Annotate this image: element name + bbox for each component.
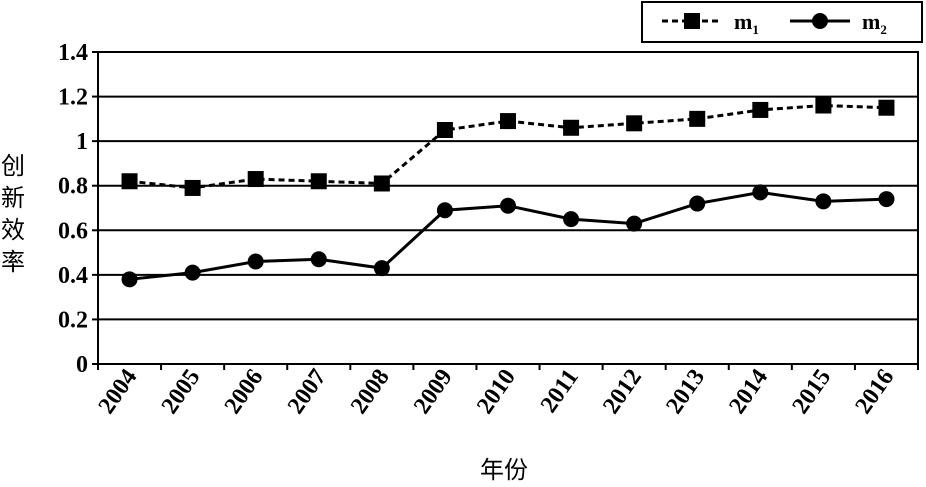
data-point-m2 <box>373 260 390 277</box>
y-tick-label: 0.8 <box>58 174 88 200</box>
x-tick-label: 2005 <box>157 365 206 419</box>
series-group <box>121 97 895 288</box>
y-tick-label: 1.4 <box>58 40 88 66</box>
data-point-m2 <box>184 264 201 281</box>
x-tick-label: 2014 <box>724 365 773 419</box>
data-point-m1 <box>310 173 327 190</box>
y-tick-label: 0.2 <box>58 307 88 333</box>
y-tick-label: 0.6 <box>58 218 88 244</box>
x-tick-label: 2013 <box>661 365 710 419</box>
gridlines <box>92 51 919 370</box>
data-point-m2 <box>563 211 580 228</box>
legend: m1 m2 <box>641 1 923 43</box>
x-tick-label: 2009 <box>409 365 458 419</box>
data-point-m1 <box>815 97 832 114</box>
x-tick-label: 2006 <box>220 365 269 419</box>
data-point-m1 <box>247 171 264 188</box>
data-point-m1 <box>500 113 516 130</box>
data-point-m2 <box>121 271 138 288</box>
data-point-m2 <box>247 253 264 270</box>
data-point-m1 <box>373 175 390 192</box>
x-tick-label: 2008 <box>346 365 395 419</box>
y-tick-labels: 0 0.2 0.4 0.6 0.8 1 1.2 1.4 <box>58 40 88 378</box>
legend-marker-m1 <box>684 13 700 29</box>
data-point-m1 <box>689 110 706 127</box>
x-tick-label: 2015 <box>787 365 836 419</box>
data-point-m2 <box>500 197 516 214</box>
y-tick-label: 1 <box>76 129 88 155</box>
data-point-m1 <box>752 101 769 118</box>
data-point-m2 <box>310 251 327 268</box>
data-point-m1 <box>436 122 453 138</box>
x-tick-label: 2012 <box>598 365 647 419</box>
data-point-m2 <box>626 215 643 232</box>
x-tick-label: 2007 <box>283 365 332 419</box>
y-axis-label: 创新效率 <box>1 152 25 276</box>
y-tick-label: 1.2 <box>58 85 88 111</box>
data-point-m1 <box>121 173 138 190</box>
y-tick-label: 0.4 <box>58 263 88 289</box>
data-point-m2 <box>689 195 706 212</box>
legend-label-m1: m1 <box>734 9 759 37</box>
data-point-m1 <box>626 115 643 132</box>
legend-label-m2: m2 <box>862 9 887 37</box>
data-point-m2 <box>815 193 832 210</box>
x-tick-labels: 2004 2005 2006 2007 2008 2009 2010 2011 2012 2013… <box>94 365 900 419</box>
x-tick-label: 2016 <box>851 365 900 419</box>
x-tick-label: 2004 <box>94 365 143 419</box>
x-axis-label: 年份 <box>480 456 528 484</box>
data-point-m1 <box>563 119 580 136</box>
legend-marker-m2 <box>812 13 828 29</box>
data-point-m1 <box>184 179 201 196</box>
data-point-m2 <box>436 202 453 219</box>
x-tick-label: 2010 <box>472 365 521 419</box>
data-point-m2 <box>752 184 769 201</box>
y-tick-label: 0 <box>76 352 88 378</box>
data-point-m2 <box>878 191 895 208</box>
data-point-m1 <box>878 99 895 116</box>
x-tick-label: 2011 <box>536 365 584 418</box>
